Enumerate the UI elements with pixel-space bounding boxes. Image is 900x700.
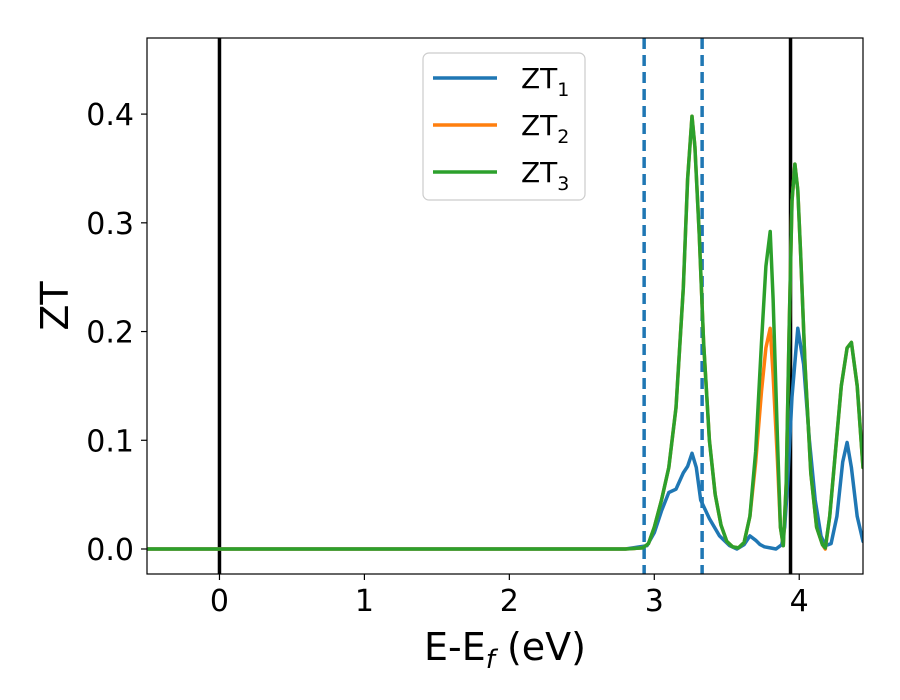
y-axis-title: ZT [33, 281, 77, 331]
y-tick-label: 0.1 [86, 424, 134, 459]
legend-label-zt3: ZT3 [521, 156, 569, 195]
legend-box [422, 52, 586, 201]
x-tick-label: 1 [355, 584, 374, 619]
legend-label-zt2: ZT2 [521, 109, 569, 148]
x-axis-title: E-Ef (eV) [424, 625, 586, 675]
x-tick-label: 2 [500, 584, 519, 619]
x-tick-label: 3 [645, 584, 664, 619]
y-tick-label: 0.0 [86, 533, 134, 568]
legend-label-zt1: ZT1 [521, 62, 569, 101]
x-axis-title-unit: (eV) [495, 625, 586, 669]
x-axis-ticks: 0 1 2 3 4 [210, 574, 809, 619]
legend: ZT1 ZT2 ZT3 [422, 52, 586, 201]
y-tick-label: 0.3 [86, 207, 134, 242]
y-tick-label: 0.2 [86, 316, 134, 351]
x-tick-label: 4 [790, 584, 809, 619]
series-lines [147, 114, 863, 551]
legend-entries: ZT1 ZT2 ZT3 [433, 62, 569, 195]
x-axis-title-main: E-E [424, 625, 486, 669]
x-tick-label: 0 [210, 584, 229, 619]
plot-frame [146, 37, 864, 575]
series-line-zt3 [147, 114, 863, 551]
series-line-zt1 [147, 326, 863, 551]
y-axis-ticks: 0.0 0.1 0.2 0.3 0.4 [86, 98, 147, 568]
y-tick-label: 0.4 [86, 98, 134, 133]
